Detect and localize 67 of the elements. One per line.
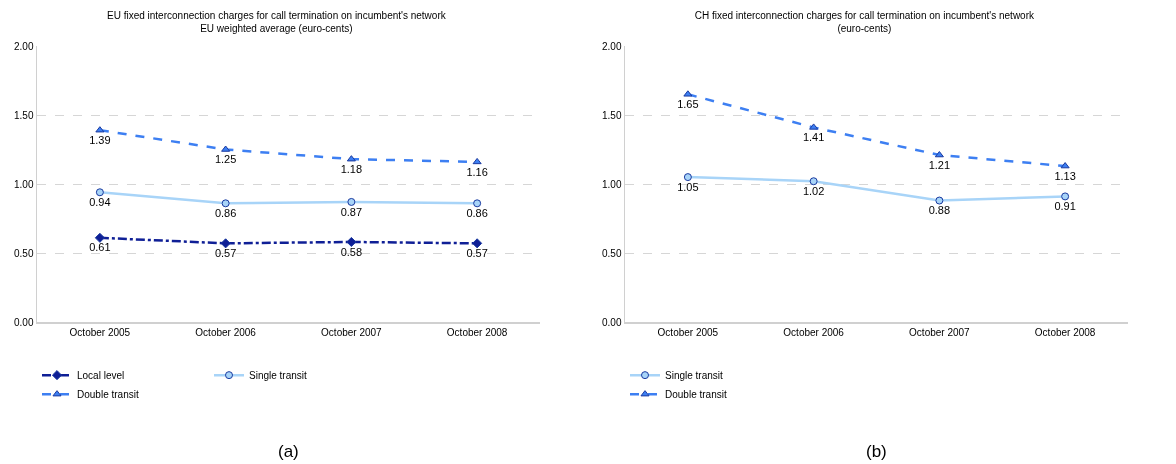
x-tick-label: October 2008 — [446, 326, 508, 338]
point — [809, 123, 819, 130]
data-label: 0.87 — [340, 205, 363, 218]
point — [809, 177, 818, 186]
data-label: 0.57 — [466, 246, 488, 259]
x-tick-label: October 2005 — [657, 326, 719, 338]
x-tick-label: October 2008 — [1034, 326, 1096, 338]
legend-label: Single transit — [249, 370, 308, 382]
point — [1061, 192, 1070, 201]
text: (b) — [866, 442, 887, 461]
y-tick-label: 1.50 — [14, 109, 34, 121]
legend-label: Single transit — [665, 370, 724, 382]
data-label: 1.16 — [466, 165, 488, 178]
data-label: 1.65 — [677, 97, 699, 110]
data-label: 0.91 — [1054, 200, 1076, 213]
x-tick-label: October 2006 — [783, 326, 845, 338]
data-label: 1.13 — [1054, 169, 1076, 182]
y-tick-label: 2.00 — [14, 40, 34, 52]
y-tick-label: 0.50 — [602, 247, 622, 259]
text: (a) — [278, 442, 299, 461]
data-label: 0.88 — [928, 204, 951, 217]
data-label: 0.58 — [340, 245, 363, 258]
data-label: 1.25 — [214, 153, 237, 166]
data-label: 0.86 — [214, 206, 237, 219]
point — [1060, 162, 1070, 169]
data-label: 1.41 — [802, 131, 825, 144]
y-tick-label: 0.00 — [602, 316, 622, 328]
legend-label: Double transit — [77, 389, 139, 401]
legend-label: Local level — [77, 370, 125, 382]
point — [473, 199, 482, 208]
point — [220, 238, 231, 249]
y-tick-label: 1.00 — [602, 178, 622, 190]
point — [346, 236, 357, 248]
data-label: 0.94 — [89, 195, 111, 208]
point — [472, 157, 482, 165]
legend-label: Double transit — [665, 389, 727, 401]
point — [347, 197, 356, 206]
x-tick-label: October 2006 — [195, 326, 257, 338]
y-tick-label: 2.00 — [602, 40, 622, 52]
data-label: 0.61 — [89, 241, 111, 254]
point — [221, 199, 230, 208]
point — [472, 238, 483, 249]
chart-title: EU fixed interconnection charges for call termination on incumbent's network EU weighted average (euro-cents) — [106, 9, 447, 34]
chart-title: CH fixed interconnection charges for call termination on incumbent's network (euro-cents) — [694, 9, 1036, 34]
data-label: 1.02 — [802, 184, 825, 197]
point — [94, 232, 105, 243]
data-label: 1.39 — [89, 133, 111, 146]
data-label: 0.57 — [214, 246, 237, 259]
point — [934, 151, 944, 158]
data-label: 1.18 — [340, 162, 363, 175]
y-tick-label: 0.00 — [14, 316, 34, 328]
y-tick-label: 0.50 — [14, 247, 34, 259]
y-tick-label: 1.00 — [14, 178, 34, 190]
point — [95, 188, 104, 197]
point — [935, 196, 944, 205]
x-tick-label: October 2005 — [69, 326, 131, 338]
x-tick-label: October 2007 — [321, 326, 383, 338]
data-label: 1.21 — [928, 158, 951, 171]
point — [683, 90, 693, 97]
x-tick-label: October 2007 — [909, 326, 971, 338]
y-tick-label: 1.50 — [602, 109, 622, 121]
point — [346, 155, 356, 162]
data-label: 1.05 — [677, 180, 699, 193]
point — [95, 126, 105, 133]
point — [683, 173, 692, 182]
data-label: 0.86 — [466, 206, 488, 219]
point — [221, 145, 231, 152]
